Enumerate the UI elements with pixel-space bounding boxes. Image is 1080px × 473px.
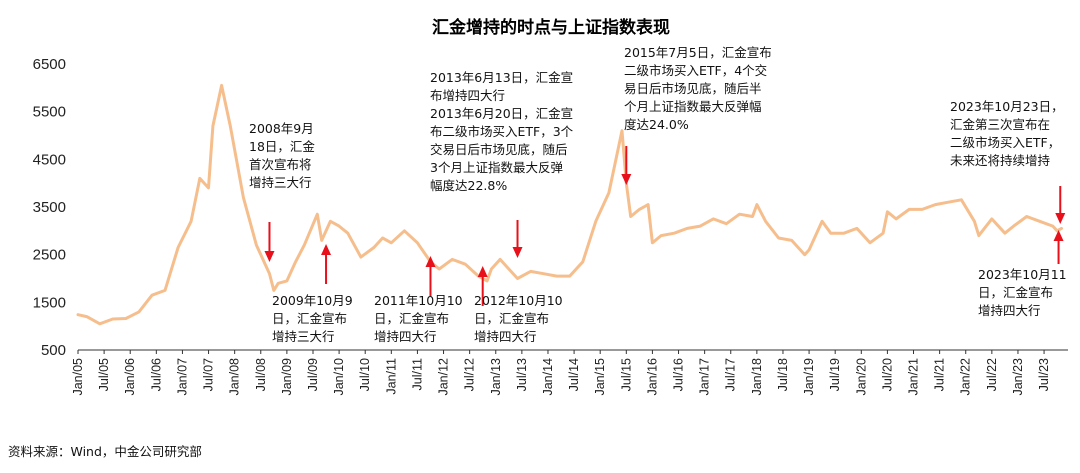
x-tick-label: Jan/15 — [593, 358, 607, 396]
x-axis: Jan/05 Jul/05 Jan/06 Jul/06 Jan/07 Jul/07 Jan/… — [71, 349, 1068, 396]
x-tick-label: Jul/13 — [515, 358, 529, 391]
x-tick-label: Jan/18 — [750, 358, 764, 396]
x-tick-label: Jan/20 — [854, 358, 868, 396]
x-tick-label: Jul/18 — [776, 358, 790, 391]
annotation-text: 二级市场买入ETF，4个交 — [624, 63, 767, 78]
x-tick-label: Jan/11 — [384, 358, 398, 395]
annotation-text: 日，汇金宣布 — [272, 311, 347, 326]
x-tick-label: Jan/23 — [1011, 358, 1025, 396]
arrow-up-icon — [321, 244, 332, 255]
x-tick-label: Jan/16 — [645, 358, 659, 396]
x-tick-label: Jul/22 — [985, 358, 999, 391]
x-tick-label: Jul/20 — [880, 358, 894, 391]
y-tick-label: 500 — [41, 342, 66, 359]
x-tick-label: Jul/15 — [619, 358, 633, 391]
annotation-text: 2008年9月 — [249, 121, 314, 136]
annotation-text: 2012年10月10 — [474, 293, 563, 308]
x-tick-label: Jul/11 — [410, 358, 424, 390]
x-tick-label: Jul/07 — [202, 358, 216, 391]
x-tick-label: Jan/05 — [71, 358, 85, 396]
x-tick-label: Jan/14 — [541, 358, 555, 396]
x-tick-label: Jul/16 — [672, 358, 686, 391]
chart-title: 汇金增持的时点与上证指数表现 — [432, 17, 670, 38]
y-tick-label: 2500 — [33, 247, 66, 264]
annotation-text: 未来还将持续增持 — [950, 153, 1050, 168]
x-tick-label: Jul/17 — [724, 358, 738, 391]
annotation-text: 2013年6月13日，汇金宣 — [430, 70, 573, 85]
annotation-text: 易日后市场见底，随后半 — [624, 81, 762, 96]
arrow-down-icon — [264, 251, 275, 262]
x-tick-label: Jul/14 — [567, 358, 581, 391]
annotation-text: 日，汇金宣布 — [374, 311, 449, 326]
annotation-layer: 2008年9月18日，汇金首次宣布将增持三大行2009年10月9日，汇金宣布增持… — [249, 45, 1067, 344]
arrow-down-icon — [512, 247, 523, 258]
annotation-text: 交易日后市场见底，随后 — [430, 142, 568, 157]
annotation-text: 增持三大行 — [272, 329, 335, 344]
x-tick-label: Jan/13 — [489, 358, 503, 396]
x-tick-label: Jul/05 — [97, 358, 111, 391]
y-tick-label: 3500 — [33, 199, 66, 216]
x-tick-label: Jul/19 — [828, 358, 842, 391]
x-tick-label: Jul/12 — [463, 358, 477, 391]
y-axis: 500 1500 2500 3500 4500 5500 6500 — [33, 56, 66, 359]
x-tick-label: Jan/06 — [123, 358, 137, 396]
y-tick-label: 4500 — [33, 151, 66, 168]
x-tick-label: Jul/08 — [254, 358, 268, 391]
annotation-text: 增持四大行 — [474, 329, 537, 344]
x-tick-label: Jan/12 — [437, 358, 451, 396]
y-tick-label: 6500 — [33, 56, 66, 73]
x-tick-label: Jan/19 — [802, 358, 816, 396]
index-series-line — [76, 83, 1063, 326]
series-layer — [76, 83, 1063, 326]
arrow-up-icon — [425, 256, 436, 267]
annotation-text: 增持四大行 — [374, 329, 437, 344]
annotation-text: 度达24.0% — [624, 117, 689, 132]
x-tick-label: Jan/08 — [228, 358, 242, 396]
annotation-text: 个月上证指数最大反弹幅 — [624, 99, 762, 114]
annotation-text: 二级市场买入ETF， — [950, 135, 1060, 150]
x-tick-label: Jan/09 — [280, 358, 294, 396]
x-tick-label: Jul/06 — [149, 358, 163, 391]
annotation-text: 日，汇金宣布 — [978, 285, 1053, 300]
x-tick-label: Jul/09 — [306, 358, 320, 391]
x-tick-label: Jan/22 — [959, 358, 973, 396]
annotation-text: 布增持四大行 — [430, 88, 505, 103]
annotation-text: 日，汇金宣布 — [474, 311, 549, 326]
annotation-text: 2023年10月11 — [978, 267, 1067, 282]
annotation-text: 幅度达22.8% — [430, 178, 507, 193]
x-tick-label: Jul/21 — [933, 358, 947, 391]
annotation-text: 2015年7月5日，汇金宣布 — [624, 45, 772, 60]
y-tick-label: 5500 — [33, 104, 66, 121]
arrow-down-icon — [621, 174, 632, 185]
x-tick-label: Jan/07 — [175, 358, 189, 396]
annotation-text: 18日，汇金 — [249, 139, 315, 154]
annotation-text: 汇金第三次宣布在 — [950, 117, 1050, 132]
x-tick-label: Jan/17 — [698, 358, 712, 396]
annotation-text: 增持四大行 — [978, 303, 1041, 318]
annotation-text: 首次宣布将 — [249, 157, 312, 172]
arrow-down-icon — [1055, 213, 1066, 224]
annotation-text: 2009年10月9 — [272, 293, 353, 308]
annotation-text: 布二级市场买入ETF，3个 — [430, 124, 574, 139]
arrow-up-icon — [477, 266, 488, 277]
annotation-text: 3个月上证指数最大反弹 — [430, 160, 563, 175]
annotation-text: 2013年6月20日，汇金宣 — [430, 106, 573, 121]
annotation-text: 2011年10月10 — [374, 293, 463, 308]
arrow-up-icon — [1053, 230, 1064, 241]
x-tick-label: Jul/10 — [358, 358, 372, 391]
annotation-text: 2023年10月23日， — [950, 99, 1064, 114]
y-tick-label: 1500 — [33, 294, 66, 311]
x-tick-label: Jan/21 — [907, 358, 921, 396]
x-tick-label: Jul/23 — [1037, 358, 1051, 391]
annotation-text: 增持三大行 — [249, 175, 312, 190]
source-note: 资料来源：Wind，中金公司研究部 — [8, 444, 202, 459]
x-tick-label: Jan/10 — [332, 358, 346, 396]
